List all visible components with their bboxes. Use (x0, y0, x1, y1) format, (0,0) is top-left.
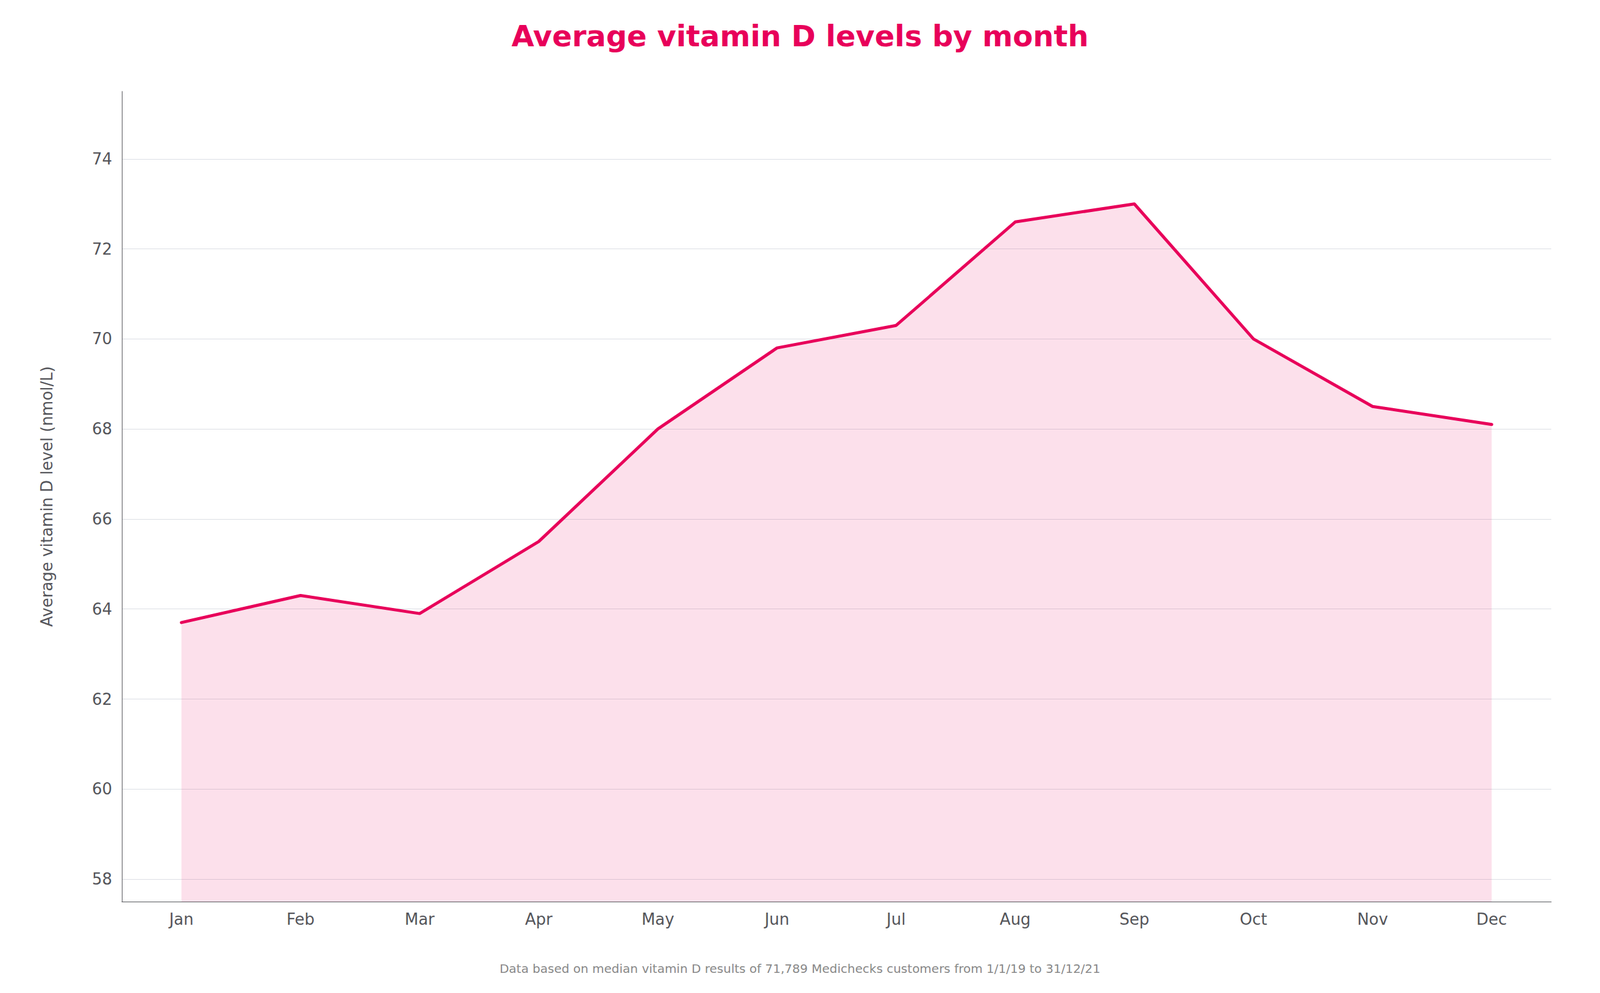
svg-text:Mar: Mar (404, 910, 435, 929)
svg-text:Jan: Jan (168, 910, 194, 929)
svg-text:Jun: Jun (763, 910, 790, 929)
svg-text:Sep: Sep (1119, 910, 1150, 929)
svg-text:Apr: Apr (525, 910, 553, 929)
svg-text:74: 74 (92, 149, 113, 169)
svg-text:Nov: Nov (1356, 910, 1388, 929)
svg-text:62: 62 (92, 690, 113, 709)
svg-text:Average vitamin D level (nmol/: Average vitamin D level (nmol/L) (37, 366, 57, 627)
svg-text:Oct: Oct (1239, 910, 1268, 929)
svg-text:May: May (641, 910, 675, 929)
svg-text:Dec: Dec (1476, 910, 1507, 929)
svg-text:66: 66 (92, 509, 113, 529)
svg-text:Feb: Feb (286, 910, 315, 929)
svg-text:Average vitamin D levels by mo: Average vitamin D levels by month (511, 18, 1089, 54)
svg-text:60: 60 (92, 779, 113, 799)
svg-text:58: 58 (92, 870, 113, 889)
svg-text:Jul: Jul (885, 910, 906, 929)
svg-text:72: 72 (92, 240, 113, 259)
svg-text:70: 70 (92, 329, 113, 348)
svg-text:Data based on median vitamin D: Data based on median vitamin D results o… (499, 961, 1101, 977)
svg-text:64: 64 (92, 600, 113, 619)
svg-text:Aug: Aug (999, 910, 1031, 929)
svg-text:68: 68 (92, 419, 113, 439)
